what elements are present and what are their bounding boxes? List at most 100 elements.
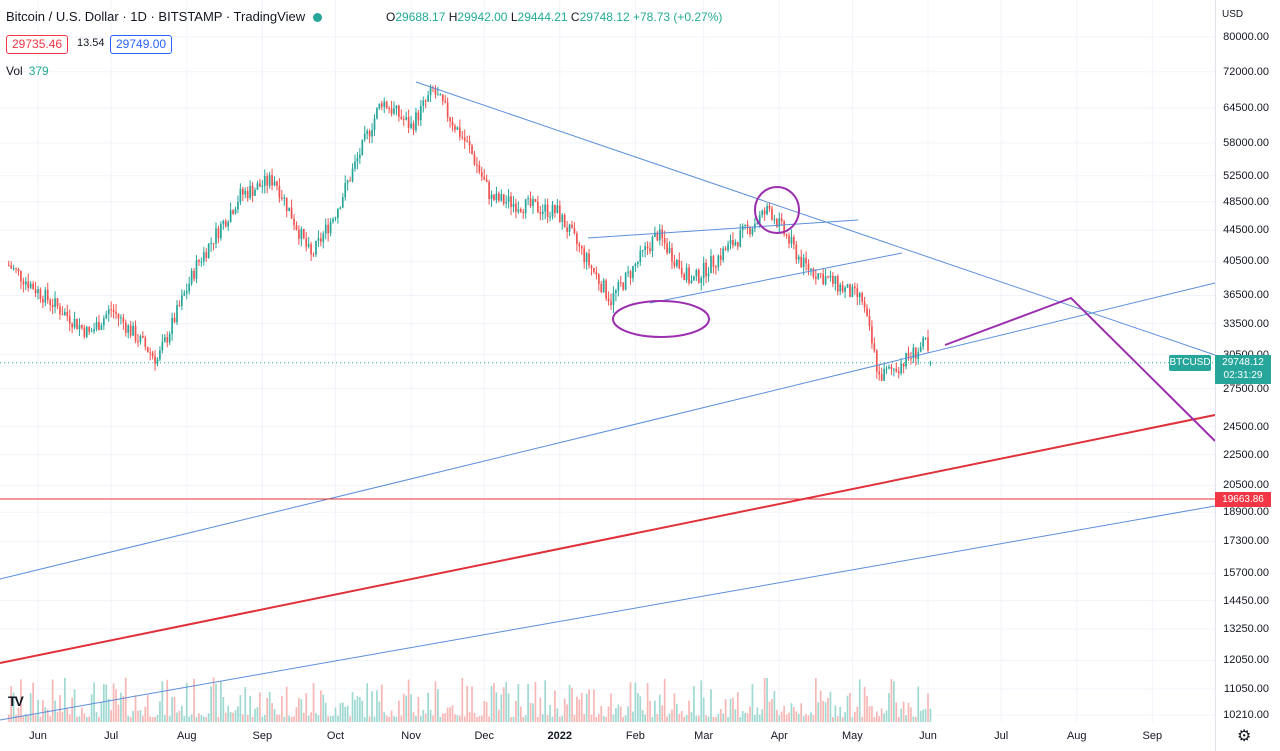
candle-body [93, 329, 95, 332]
symbol-title-text: Bitcoin / U.S. Dollar · 1D · BITSTAMP · … [6, 9, 306, 24]
sell-price-button[interactable]: 29735.46 [6, 35, 69, 54]
candle-body [524, 199, 527, 214]
candle-body [429, 87, 432, 96]
candle-body [846, 284, 849, 288]
volume-bar [688, 700, 690, 722]
candle-body [641, 249, 644, 251]
volume-bar [280, 696, 283, 722]
volume-bar [727, 716, 729, 722]
candle-body [305, 238, 308, 247]
time-tick-label: 2022 [547, 730, 573, 742]
volume-bar [507, 693, 510, 722]
candle-body [283, 197, 286, 199]
candle-body [400, 116, 403, 119]
candle-body [324, 224, 327, 234]
gear-icon[interactable]: ⚙ [1237, 728, 1252, 745]
buy-price-button[interactable]: 29749.00 [110, 35, 173, 54]
volume-bar [544, 680, 547, 722]
volume-bar [919, 710, 922, 722]
currency-label[interactable]: USD [1222, 9, 1244, 20]
volume-bar [39, 716, 42, 722]
candle-body [312, 254, 315, 256]
price-tick-label: 44500.00 [1223, 224, 1269, 237]
price-tick-label: 58000.00 [1223, 136, 1269, 149]
volume-bar [839, 706, 842, 722]
volume-bar [561, 716, 564, 722]
candle-body [356, 157, 359, 162]
time-tick-label: Feb [625, 730, 645, 742]
candle-body [715, 266, 717, 268]
candle-body [702, 262, 705, 279]
volume-bar [907, 702, 910, 722]
candle-body [102, 318, 105, 326]
candle-body [722, 248, 725, 260]
candle-body [212, 243, 215, 245]
volume-bar [246, 714, 249, 722]
candle-body [549, 216, 551, 218]
volume-bar [300, 699, 303, 722]
volume-bar [505, 682, 508, 722]
tradingview-logo-icon[interactable]: TV [8, 693, 24, 709]
candle-body [619, 282, 622, 284]
candle-body [259, 183, 261, 187]
volume-bar [168, 715, 171, 722]
candle-body [556, 205, 559, 214]
candle-body [412, 123, 415, 131]
candle-body [181, 295, 183, 306]
volume-bar [519, 706, 522, 722]
volume-bar [463, 716, 466, 722]
candle-body [515, 203, 517, 212]
candle-body [178, 305, 181, 307]
candle-body [505, 201, 508, 204]
candle-body [483, 176, 486, 180]
volume-bar [259, 692, 261, 722]
candle-body [924, 337, 927, 339]
volume-bar [76, 716, 78, 722]
volume-bar [261, 716, 264, 722]
candle-body [166, 337, 169, 343]
chart-drawings [0, 81, 1216, 721]
volume-bar [680, 710, 683, 722]
candle-body [537, 201, 539, 213]
volume-bar [12, 692, 15, 722]
volume-bar [602, 716, 605, 722]
candle-body [724, 248, 727, 251]
volume-bar [654, 700, 656, 722]
volume-value: 379 [28, 64, 49, 78]
volume-bar [341, 702, 344, 722]
candle-body [349, 180, 351, 182]
candle-body [741, 226, 744, 231]
volume-bar [122, 696, 125, 722]
volume-bar [766, 677, 768, 722]
volume-bar [873, 716, 876, 722]
candle-body [317, 238, 320, 241]
volume-bar [449, 707, 451, 722]
volume-bar [334, 707, 337, 722]
candle-body [244, 190, 247, 195]
volume-bar [927, 693, 929, 722]
volume-bar [354, 699, 356, 722]
volume-bar [929, 708, 932, 722]
candle-body [46, 289, 49, 301]
candle-body [256, 183, 259, 190]
volume-bar [512, 716, 515, 722]
price-tick-label: 27500.00 [1223, 382, 1269, 395]
volume-bar [137, 710, 139, 722]
volume-bar [124, 677, 127, 722]
price-tick-label: 18900.00 [1223, 506, 1269, 519]
candle-body [773, 219, 776, 221]
volume-bar [85, 716, 88, 722]
candle-body [163, 337, 166, 342]
ohlc-readout: O29688.17 H29942.00 L29444.21 C29748.12 … [386, 10, 722, 24]
volume-bar [32, 682, 34, 722]
candle-body [744, 224, 746, 227]
candle-body [707, 273, 710, 277]
candle-body [832, 275, 834, 284]
candle-body [205, 252, 208, 259]
volume-bar [395, 716, 398, 722]
volume-bar [739, 716, 742, 722]
price-tick-label: 14450.00 [1223, 594, 1269, 607]
candle-body [266, 175, 269, 186]
candle-body [595, 272, 598, 275]
